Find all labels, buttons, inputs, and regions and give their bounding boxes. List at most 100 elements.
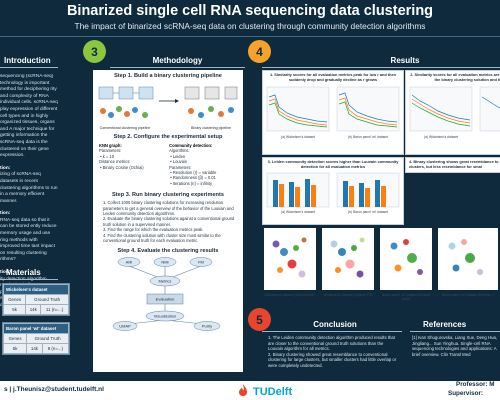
list-item: 2. Evaluate the binary clustering soluti… xyxy=(103,216,235,227)
node-purity xyxy=(193,320,221,331)
node-nmi-label: NMI xyxy=(161,259,168,264)
cluster-node xyxy=(132,107,138,113)
node-ari xyxy=(117,256,141,267)
intro-heading-4: tion: xyxy=(0,270,11,276)
umap-caption-1: Wickelsen's dataset (Ground truth) xyxy=(264,293,316,297)
table-cell: 8 (n=...) xyxy=(41,343,70,354)
step-3-title: Step 3. Run binary clustering experiment… xyxy=(112,192,224,199)
logo-text: TUDelft xyxy=(253,386,293,398)
materials-underline xyxy=(0,279,58,280)
cluster-node xyxy=(208,106,214,112)
figure-1a-label: (a) Wickelsen's dataset xyxy=(281,135,315,139)
cluster-node xyxy=(108,112,114,118)
poster-subtitle: The impact of binarized scRNA-seq data o… xyxy=(74,21,426,31)
table-cell: 14k xyxy=(25,304,42,315)
table-cell: 14k xyxy=(26,343,43,354)
bar xyxy=(375,179,380,207)
list-item: 3. Find the range for which the evaluati… xyxy=(103,227,203,233)
list-item: 1. The Leiden community detection algori… xyxy=(268,335,395,351)
baron-table-title: Baron panel 'wt' dataset xyxy=(3,323,69,334)
bar xyxy=(279,183,284,207)
plot-area xyxy=(479,86,500,131)
community-settings: Community detection: Algorithms: • Leide… xyxy=(169,143,217,186)
umap-caption-2: Wickelsen's dataset (Optimal FM) xyxy=(323,293,373,297)
bar xyxy=(273,179,278,207)
pipeline-data-box xyxy=(98,86,114,100)
umap-row xyxy=(262,226,500,302)
community-algorithms-label: Algorithms: xyxy=(169,148,190,154)
node-evaluation-label: Evaluation xyxy=(156,296,175,301)
step-3-list: 1. Collect 1000 binary clustering soluti… xyxy=(93,198,243,243)
figure-1b-label: (b) Baron panel 'wt' dataset xyxy=(348,135,388,139)
result-figure-4-caption-box: 4. Binary clustering shows great resembl… xyxy=(405,157,500,173)
table-cell: 11 (n=...) xyxy=(40,304,69,315)
intro-heading-2: tion: xyxy=(0,165,11,171)
knn-k: k = 10 xyxy=(102,153,114,159)
cluster-node xyxy=(100,108,106,114)
umap-panels xyxy=(264,228,498,290)
node-visualization-label: Visualization xyxy=(154,313,176,318)
figure-1-caption: 1. Similarity scores for all evaluation … xyxy=(269,72,397,82)
series-line xyxy=(338,101,398,127)
bar xyxy=(359,182,364,207)
figure-2-plots: (a) Wickelsen's dataset xyxy=(409,86,500,139)
node-metrics-label: Metrics xyxy=(159,278,172,283)
node-purity-label: Purity xyxy=(202,323,212,328)
node-umap xyxy=(112,320,138,331)
cluster-node xyxy=(116,106,122,112)
series-line xyxy=(411,94,471,120)
node-evaluation xyxy=(146,293,184,304)
conventional-pipeline-label: Conventional clustering pipeline xyxy=(100,126,151,130)
series-line xyxy=(411,102,471,126)
table-header-cell: Genes xyxy=(2,294,27,305)
methodology-heading: Methodology xyxy=(152,56,203,65)
conclusion-underline xyxy=(262,331,402,332)
pipeline-diagram: Conventional clustering pipeline Binary … xyxy=(98,86,238,130)
figure-1-plots: (a) Wickelsen's dataset (b) Baron panel … xyxy=(266,86,400,139)
table-cell: 5k xyxy=(2,304,27,315)
cluster-node xyxy=(198,112,204,118)
pipeline-arrow-head xyxy=(175,99,179,103)
series-line xyxy=(268,98,328,125)
figure-4-caption: 4. Binary clustering shows great resembl… xyxy=(409,159,500,169)
result-figure-3: 3. Leiden community detection scores hig… xyxy=(262,157,404,225)
binary-pipeline-label: Binary clustering pipeline xyxy=(191,126,231,130)
supervisor-label: Supervisor: xyxy=(448,390,483,397)
knn-settings: KNN graph: Parameters: • k = 10 Distance… xyxy=(99,143,144,170)
wickelsen-table-title: Wickelsen's dataset xyxy=(3,284,69,295)
figure-3-caption: 3. Leiden community detection scores hig… xyxy=(267,159,399,169)
references-body: [1] Ivan Shugurovska, Liang Xue, Deng Hu… xyxy=(412,335,498,357)
bar xyxy=(343,180,348,207)
umap-scatter xyxy=(390,239,423,275)
series-line xyxy=(481,96,500,108)
series-line xyxy=(268,102,328,127)
methodology-underline xyxy=(110,67,245,68)
cluster-node xyxy=(142,112,148,118)
knn-metric: Binary Cosine (Ochiai) xyxy=(102,164,144,170)
bar xyxy=(349,185,354,207)
pipeline-box xyxy=(184,86,200,100)
node-fm xyxy=(189,256,213,267)
bar xyxy=(295,186,300,207)
figure-2-caption: 2. Similarity scores for all evaluation … xyxy=(410,72,500,82)
section-number-badge: 4 xyxy=(248,40,271,63)
pipeline-box xyxy=(224,86,238,100)
materials-heading: Materials xyxy=(6,268,41,277)
list-item: 4. Find the clustering solution with clu… xyxy=(103,232,221,244)
intro-heading-3: tion: xyxy=(0,211,11,217)
poster-title: Binarized single cell RNA sequencing dat… xyxy=(66,3,434,19)
cluster-node xyxy=(218,111,224,117)
cluster-node xyxy=(124,111,130,117)
introduction-underline xyxy=(0,67,58,68)
list-item: 2. Binary clustering showed great resemb… xyxy=(268,351,397,368)
knn-distance-label: Distance metrics: xyxy=(99,159,131,165)
results-heading: Results xyxy=(390,56,420,65)
table-header-cell: Ground Truth xyxy=(25,294,69,305)
author-contact[interactable]: s | j.Theunisz@student.tudelft.nl xyxy=(4,386,104,393)
wickelsen-table: Wickelsen's dataset Genes Ground Truth 5… xyxy=(2,283,70,316)
cluster-node xyxy=(188,108,194,114)
series-line xyxy=(411,98,471,123)
node-metrics xyxy=(149,275,181,286)
results-underline xyxy=(262,67,500,68)
baron-table: Baron panel 'wt' dataset Genes Ground Tr… xyxy=(2,322,70,355)
